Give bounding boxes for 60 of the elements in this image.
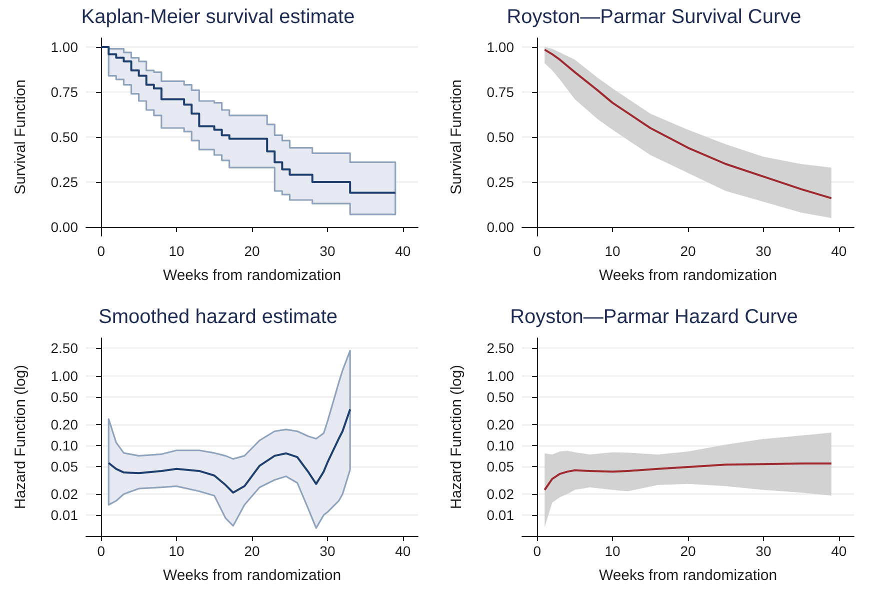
y-tick-label: 0.25 bbox=[50, 174, 78, 190]
y-tick-label: 1.00 bbox=[486, 368, 514, 384]
line-series bbox=[108, 408, 352, 494]
x-tick-label: 0 bbox=[533, 543, 542, 559]
y-tick-label: 0.25 bbox=[486, 174, 514, 190]
y-axis-title: Survival Function bbox=[448, 79, 465, 195]
y-tick-label: 0.10 bbox=[50, 437, 78, 454]
y-axis-title: Hazard Function (log) bbox=[12, 364, 29, 510]
line-series bbox=[544, 462, 832, 491]
y-axis-title: Hazard Function (log) bbox=[448, 364, 465, 510]
x-tick-label: 20 bbox=[680, 243, 696, 259]
y-tick-label: 0.01 bbox=[50, 507, 78, 524]
chart-title: Royston—Parmar Hazard Curve bbox=[510, 306, 798, 328]
y-tick-label: 0.05 bbox=[486, 458, 514, 474]
x-axis-title: Weeks from randomization bbox=[162, 567, 342, 584]
x-tick-label: 20 bbox=[244, 243, 260, 259]
chart-title: Smoothed hazard estimate bbox=[98, 306, 338, 328]
y-tick-label: 2.50 bbox=[50, 340, 78, 356]
y-tick-label: 0.50 bbox=[50, 129, 78, 145]
y-tick-label: 1.00 bbox=[50, 39, 78, 55]
y-tick-label: 2.50 bbox=[486, 340, 514, 356]
y-axis-title: Survival Function bbox=[12, 79, 29, 195]
x-axis-title: Weeks from randomization bbox=[598, 567, 778, 584]
y-tick-label: 0.05 bbox=[50, 458, 78, 474]
x-tick-label: 40 bbox=[395, 543, 411, 559]
x-axis-title: Weeks from randomization bbox=[598, 267, 778, 284]
y-tick-label: 0.02 bbox=[50, 486, 78, 502]
x-tick-label: 20 bbox=[680, 543, 696, 559]
x-tick-label: 0 bbox=[533, 243, 542, 259]
y-tick-label: 0.20 bbox=[50, 416, 78, 433]
x-tick-label: 30 bbox=[756, 543, 772, 559]
y-tick-label: 0.00 bbox=[50, 219, 78, 235]
y-tick-label: 0.50 bbox=[50, 388, 78, 405]
y-tick-label: 0.50 bbox=[486, 388, 514, 405]
y-tick-label: 0.02 bbox=[486, 486, 514, 502]
y-tick-label: 1.00 bbox=[50, 368, 78, 384]
chart-title: Royston—Parmar Survival Curve bbox=[506, 6, 802, 28]
x-tick-label: 30 bbox=[320, 243, 336, 259]
y-tick-label: 0.75 bbox=[50, 84, 78, 100]
x-tick-label: 0 bbox=[97, 543, 106, 559]
x-tick-label: 0 bbox=[97, 243, 106, 259]
x-tick-label: 30 bbox=[756, 243, 772, 259]
x-tick-label: 40 bbox=[831, 543, 847, 559]
chart-title: Kaplan-Meier survival estimate bbox=[81, 6, 355, 28]
x-tick-label: 10 bbox=[604, 543, 621, 559]
y-tick-label: 0.00 bbox=[486, 219, 514, 235]
x-axis-title: Weeks from randomization bbox=[162, 267, 342, 284]
x-tick-label: 20 bbox=[244, 543, 260, 559]
y-tick-label: 0.50 bbox=[486, 129, 514, 145]
x-tick-label: 10 bbox=[168, 243, 185, 259]
y-tick-label: 0.01 bbox=[486, 507, 514, 524]
x-tick-label: 10 bbox=[604, 243, 621, 259]
y-tick-label: 0.75 bbox=[486, 84, 514, 100]
y-tick-label: 1.00 bbox=[486, 39, 514, 55]
x-tick-label: 10 bbox=[168, 543, 185, 559]
x-tick-label: 40 bbox=[831, 243, 847, 259]
x-tick-label: 40 bbox=[395, 243, 411, 259]
y-tick-label: 0.20 bbox=[486, 416, 514, 433]
x-tick-label: 30 bbox=[320, 543, 336, 559]
y-tick-label: 0.10 bbox=[486, 437, 514, 454]
